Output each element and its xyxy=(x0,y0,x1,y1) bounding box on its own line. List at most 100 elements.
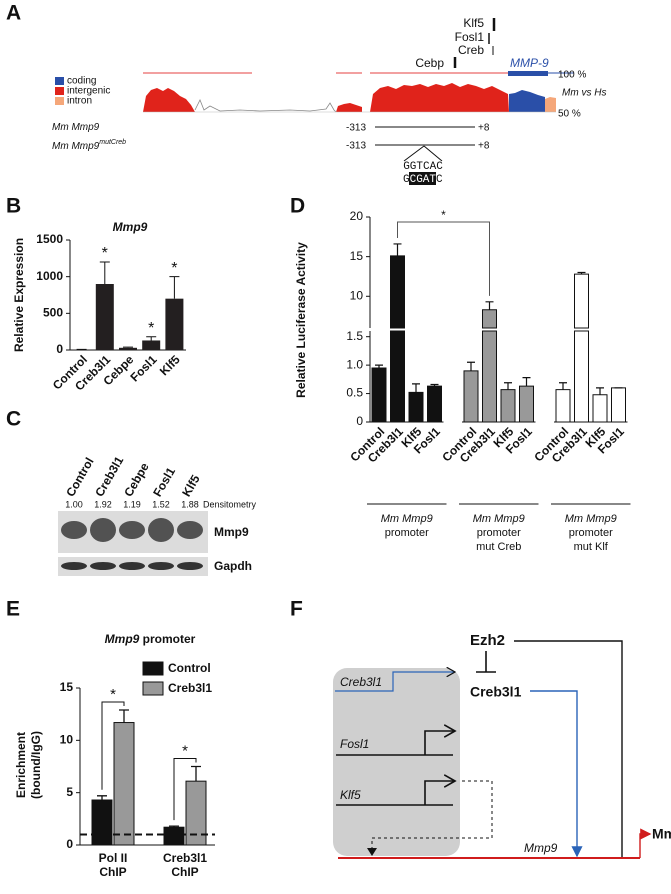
gene-label: MMP-9 xyxy=(510,56,549,70)
densitometry-value: 1.92 xyxy=(94,499,112,509)
chart-title: Mmp9 xyxy=(113,220,148,234)
bar xyxy=(165,298,184,350)
band xyxy=(119,562,145,570)
target-gene: Mmp9 xyxy=(524,841,558,855)
bar xyxy=(371,367,387,423)
error-bar xyxy=(146,336,157,341)
mutant-sequence: GCGATC xyxy=(403,174,443,186)
legend-label: Creb3l1 xyxy=(168,681,212,695)
chart-title: Mmp9 promoter xyxy=(105,632,196,646)
legend-swatch xyxy=(55,77,64,85)
y-tick-label: 0 xyxy=(356,414,363,428)
legend-swatch xyxy=(55,87,64,95)
error-bar xyxy=(169,276,180,299)
conservation-region xyxy=(143,88,195,112)
densitometry-value: 1.00 xyxy=(65,499,83,509)
comparison-bracket xyxy=(101,701,125,790)
bar xyxy=(611,387,626,423)
band xyxy=(177,521,203,539)
gene-label: Klf5 xyxy=(340,788,361,802)
legend-swatch xyxy=(55,97,64,105)
scale-label: 100 % xyxy=(558,70,586,81)
band xyxy=(61,562,87,570)
gene-track xyxy=(335,672,455,692)
wild-sequence: GGTCAC xyxy=(403,161,443,173)
bar xyxy=(142,340,161,350)
regulator-label: Ezh2 xyxy=(470,632,505,649)
inhibition xyxy=(514,640,632,859)
error-bar xyxy=(430,383,439,387)
sequence-part: G xyxy=(403,174,410,186)
y-axis-label: (bound/IgG) xyxy=(29,731,43,799)
conservation-region xyxy=(336,103,362,112)
nucleus-box xyxy=(333,668,460,856)
group-label: Mm Mmp9 xyxy=(565,513,617,525)
bar xyxy=(408,391,424,423)
x-tick-label: ChIP xyxy=(99,865,126,879)
band xyxy=(61,521,87,539)
bar xyxy=(113,722,135,846)
error-bar xyxy=(123,346,133,348)
conservation-region xyxy=(370,83,509,112)
y-tick-label: 500 xyxy=(43,306,63,320)
group-label: promoter xyxy=(569,527,613,539)
lane-label: Fosl1 xyxy=(150,465,178,499)
zoom-lines xyxy=(403,145,443,162)
group-label: Mm Mmp9 xyxy=(381,513,433,525)
significance: * xyxy=(102,245,108,262)
conservation-region xyxy=(509,90,545,112)
panel-letter: E xyxy=(6,598,20,621)
title-part: promoter xyxy=(143,632,196,646)
bar xyxy=(574,273,589,423)
x-tick-label: Klf5 xyxy=(157,352,183,378)
densitometry-value: 1.52 xyxy=(152,499,170,509)
inhibition xyxy=(476,651,496,673)
panel-letter: A xyxy=(6,2,21,25)
panel-a: Klf5 Fosl1 Creb Cebp MMP-9 100 % 50 % Mm… xyxy=(52,16,606,186)
motif-label: Klf5 xyxy=(463,16,484,30)
band xyxy=(119,521,145,539)
y-tick-label: 0.5 xyxy=(346,386,363,400)
lane-label: Cebpe xyxy=(121,460,152,499)
densitometry-value: 1.19 xyxy=(123,499,141,509)
x-tick-label: Fosl1 xyxy=(128,352,160,384)
panel-letter: B xyxy=(6,195,21,218)
legend-label: Control xyxy=(168,661,211,675)
error-bar xyxy=(522,377,531,387)
bar xyxy=(519,385,534,423)
x-tick-label: Pol II xyxy=(99,851,128,865)
error-bar xyxy=(99,261,110,284)
group-label: Mm Mmp9 xyxy=(473,513,525,525)
error-bar xyxy=(375,364,383,368)
significance: * xyxy=(110,686,116,703)
band-label: Mmp9 xyxy=(214,525,249,539)
motif-label: Fosl1 xyxy=(455,30,485,44)
error-bar xyxy=(97,795,107,800)
comparison-bracket xyxy=(173,758,197,821)
bar xyxy=(482,309,497,423)
error-bar xyxy=(577,271,586,275)
y-tick-label: 15 xyxy=(350,249,364,263)
activation xyxy=(530,690,583,858)
x-tick-label: Creb3l1 xyxy=(163,851,207,865)
error-bar xyxy=(596,387,604,395)
panel-letter: D xyxy=(290,195,305,218)
coordinate: +8 xyxy=(478,141,490,152)
group-label: mut Klf xyxy=(574,541,609,553)
y-tick-label: 1.5 xyxy=(346,329,363,343)
band-label: Gapdh xyxy=(214,559,252,573)
y-tick-label: 1500 xyxy=(36,232,63,246)
band xyxy=(148,518,174,542)
coordinate: -313 xyxy=(346,141,366,152)
bar xyxy=(555,389,571,423)
group-label: mut Creb xyxy=(476,541,521,553)
y-tick-label: 10 xyxy=(60,733,74,747)
group-label: promoter xyxy=(477,527,521,539)
bar xyxy=(163,826,185,846)
y-tick-label: 1000 xyxy=(36,269,63,283)
error-bar xyxy=(412,383,420,393)
y-tick-label: 10 xyxy=(350,288,364,302)
lane-label: Klf5 xyxy=(179,472,203,499)
error-bar xyxy=(559,382,567,390)
significance: * xyxy=(148,320,154,337)
